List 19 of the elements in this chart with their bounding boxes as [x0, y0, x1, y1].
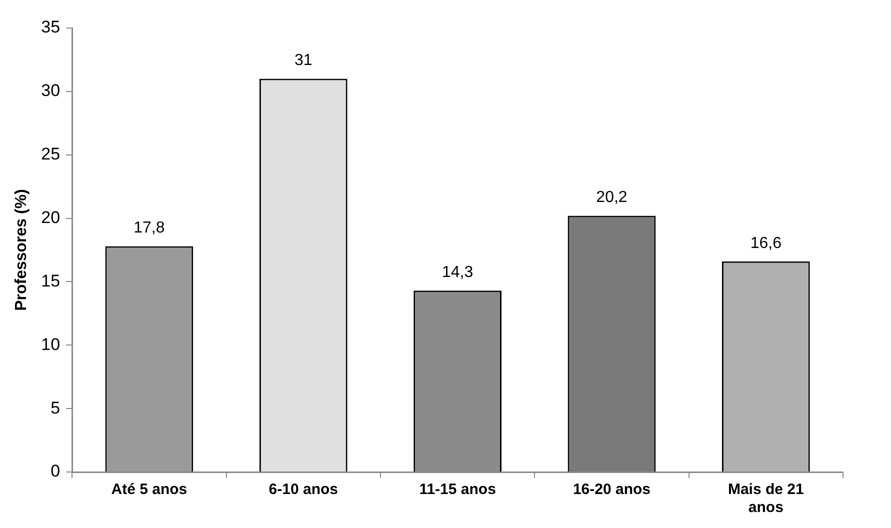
x-tick-label: 11-15 anos [419, 481, 496, 498]
x-tick-label: 6-10 anos [268, 481, 338, 498]
y-tick-label: 25 [41, 144, 60, 164]
y-tick-label: 30 [41, 81, 60, 100]
data-label: 31 [294, 52, 312, 70]
y-axis-title: Professores (%) [13, 189, 30, 311]
data-label: 20,2 [596, 189, 628, 206]
y-tick-label: 35 [41, 18, 60, 37]
y-tick-label: 15 [41, 271, 60, 290]
x-tick-label: 16-20 anos [572, 481, 651, 498]
y-tick-label: 10 [41, 334, 60, 354]
y-tick-label: 0 [50, 462, 60, 481]
y-tick-label: 20 [41, 208, 60, 227]
x-tick-label: Mais de 21 anos [728, 481, 804, 516]
data-label: 17,8 [134, 220, 165, 237]
data-label: 16,6 [750, 234, 782, 252]
y-tick-label: 5 [50, 398, 60, 418]
data-label: 14,3 [442, 264, 474, 281]
x-tick-label: Até 5 anos [111, 481, 188, 498]
